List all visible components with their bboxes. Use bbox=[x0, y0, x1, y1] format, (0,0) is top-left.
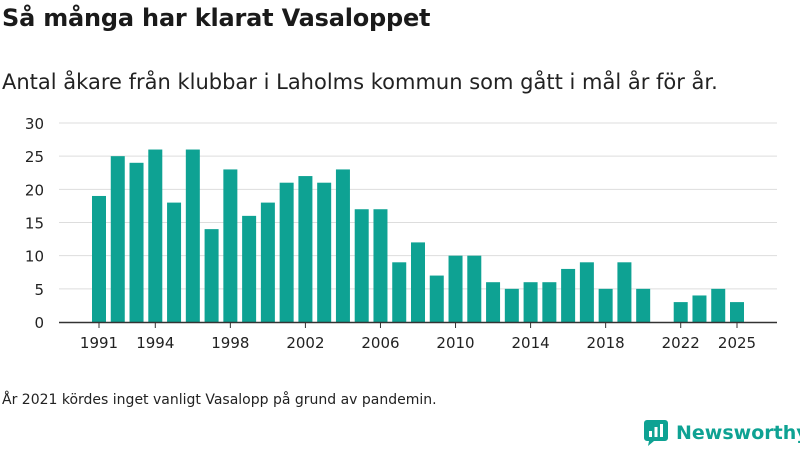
bar-2018 bbox=[598, 288, 613, 322]
bar-2007 bbox=[392, 262, 407, 322]
bar-2011 bbox=[467, 255, 482, 322]
bar-2006 bbox=[373, 209, 388, 322]
bar-2023 bbox=[692, 295, 707, 322]
bar-1996 bbox=[185, 149, 200, 322]
newsworthy-logo-icon bbox=[644, 420, 668, 446]
bar-1995 bbox=[167, 202, 182, 322]
bar-2010 bbox=[448, 255, 463, 322]
bar-2025 bbox=[730, 302, 744, 322]
y-tick-label: 25 bbox=[25, 148, 44, 166]
newsworthy-brand[interactable]: Newsworthy bbox=[644, 418, 800, 448]
bar-2022 bbox=[673, 302, 688, 322]
chart-subtitle: Antal åkare från klubbar i Laholms kommu… bbox=[2, 70, 718, 94]
bar-1999 bbox=[242, 215, 257, 322]
bar-2019 bbox=[617, 262, 632, 322]
x-tick-label: 2025 bbox=[718, 334, 756, 352]
bar-1997 bbox=[204, 229, 219, 322]
chart-title: Så många har klarat Vasaloppet bbox=[2, 4, 431, 32]
y-tick-label: 5 bbox=[34, 281, 44, 299]
bar-1993 bbox=[129, 162, 144, 322]
bar-2004 bbox=[335, 169, 350, 322]
x-tick-label: 1991 bbox=[80, 334, 118, 352]
x-tick-label: 2022 bbox=[662, 334, 700, 352]
y-tick-label: 0 bbox=[34, 314, 44, 332]
brand-name: Newsworthy bbox=[676, 422, 800, 444]
bar-2015 bbox=[542, 282, 557, 322]
bar-2009 bbox=[429, 275, 444, 322]
bar-2014 bbox=[523, 282, 538, 322]
chart-footnote: År 2021 kördes inget vanligt Vasalopp på… bbox=[2, 392, 437, 408]
x-tick-label: 2018 bbox=[587, 334, 625, 352]
y-tick-label: 10 bbox=[25, 248, 44, 266]
x-tick-label: 1998 bbox=[211, 334, 249, 352]
bar-2005 bbox=[354, 209, 369, 322]
bar-2003 bbox=[317, 182, 332, 322]
y-tick-label: 20 bbox=[25, 181, 44, 199]
bar-1994 bbox=[148, 149, 163, 322]
bar-2008 bbox=[411, 242, 425, 322]
bar-1992 bbox=[110, 156, 125, 322]
y-tick-label: 30 bbox=[25, 115, 44, 133]
bar-2001 bbox=[279, 182, 294, 322]
bar-2024 bbox=[711, 288, 726, 322]
bar-2012 bbox=[486, 282, 501, 322]
x-tick-label: 2002 bbox=[286, 334, 324, 352]
x-tick-label: 2014 bbox=[511, 334, 549, 352]
x-tick-label: 2006 bbox=[361, 334, 399, 352]
bar-1991 bbox=[92, 195, 106, 322]
bar-2020 bbox=[636, 288, 651, 322]
bar-1998 bbox=[223, 169, 238, 322]
bar-2013 bbox=[504, 288, 519, 322]
y-tick-label: 15 bbox=[25, 215, 44, 233]
bar-2017 bbox=[579, 262, 594, 322]
x-tick-label: 1994 bbox=[136, 334, 174, 352]
bar-2000 bbox=[260, 202, 275, 322]
bar-2002 bbox=[298, 176, 313, 322]
x-tick-label: 2010 bbox=[436, 334, 474, 352]
bar-2016 bbox=[561, 268, 576, 322]
